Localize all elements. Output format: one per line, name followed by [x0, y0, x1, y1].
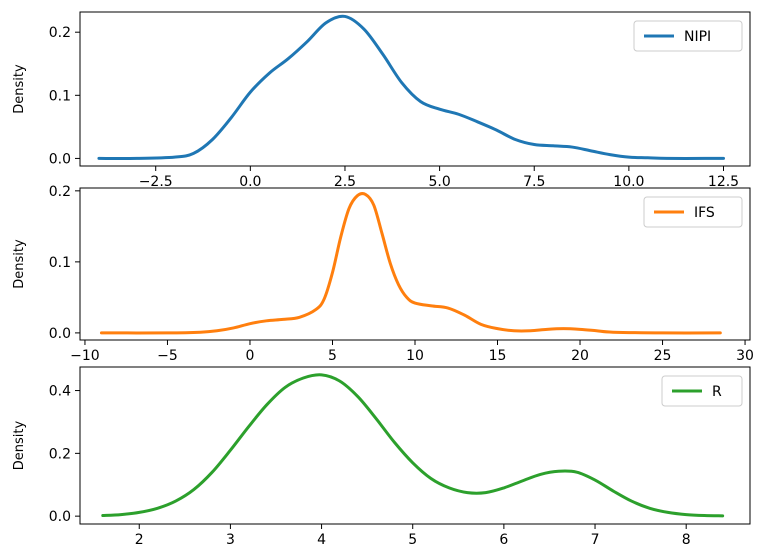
series-line-ifs: [99, 192, 722, 335]
y-axis-label: Density: [12, 239, 27, 289]
x-tick-label: −10: [70, 348, 100, 364]
axes-frame: [79, 366, 751, 525]
x-tick-label: 2: [135, 532, 144, 548]
y-tick-label: 0.1: [49, 88, 71, 104]
legend-label: R: [712, 384, 722, 400]
x-tick-label: 10.0: [613, 174, 644, 190]
x-tick-label: 20: [571, 348, 589, 364]
x-tick-label: 10: [406, 348, 424, 364]
y-tick-label: 0.2: [49, 184, 71, 200]
x-tick-label: 3: [226, 532, 235, 548]
y-tick-label: 0.0: [49, 326, 71, 342]
axes-frame: [79, 11, 751, 167]
y-axis-label: Density: [12, 420, 27, 470]
y-tick-label: 0.4: [49, 384, 71, 400]
x-tick-label: −5: [157, 348, 178, 364]
x-tick-label: 5: [408, 532, 417, 548]
legend-label: IFS: [694, 205, 715, 221]
x-tick-label: 0: [246, 348, 255, 364]
legend-frame: [633, 20, 743, 52]
legend: NIPI: [633, 20, 743, 52]
x-tick-label: 4: [317, 532, 326, 548]
x-tick-label: 30: [736, 348, 754, 364]
y-tick-label: 0.0: [49, 509, 71, 525]
x-tick-label: 6: [499, 532, 508, 548]
x-tick-label: 5.0: [428, 174, 450, 190]
x-tick-label: 5: [328, 348, 337, 364]
legend-label: NIPI: [684, 29, 711, 45]
y-tick-label: 0.2: [49, 25, 71, 41]
series-line-nipi: [97, 14, 725, 161]
y-tick-label: 0.2: [49, 446, 71, 462]
subplot-1: −2.5 0.0 2.5 5.0 7.5 10.0 12.5 0.0 0.1 0.2 Density…: [12, 11, 751, 190]
subplot-2: −10 −5 0 5 10 15 20 25 30 0.0 0.1 0.2 Density IFS: [12, 184, 754, 364]
x-tick-label: 8: [682, 532, 691, 548]
series-line-r: [101, 373, 725, 518]
x-tick-label: −2.5: [139, 174, 173, 190]
y-tick-label: 0.0: [49, 151, 71, 167]
subplot-3: 2 3 4 5 6 7 8 0.0 0.2 0.4 Density R: [12, 366, 751, 548]
legend: IFS: [643, 196, 743, 228]
legend-frame: [643, 196, 743, 228]
y-tick-label: 0.1: [49, 255, 71, 271]
x-tick-label: 12.5: [708, 174, 739, 190]
legend: R: [661, 375, 743, 407]
x-tick-label: 7: [591, 532, 600, 548]
x-tick-label: 15: [489, 348, 507, 364]
y-axis-label: Density: [12, 64, 27, 114]
x-tick-label: 2.5: [334, 174, 356, 190]
x-tick-label: 0.0: [239, 174, 261, 190]
x-tick-label: 7.5: [523, 174, 545, 190]
x-tick-label: 25: [654, 348, 672, 364]
